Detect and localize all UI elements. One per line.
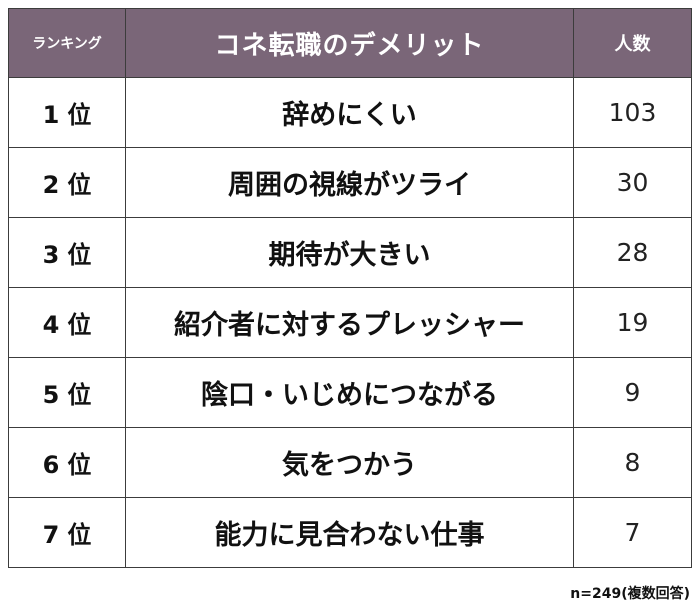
item-cell: 辞めにくい: [125, 77, 574, 148]
rank-number: 4: [42, 311, 60, 339]
count-cell: 28: [573, 217, 692, 288]
header-count: 人数: [573, 8, 692, 78]
rank-suffix: 位: [67, 381, 92, 409]
count-cell: 103: [573, 77, 692, 148]
rank-number: 6: [42, 451, 60, 479]
count-cell: 8: [573, 427, 692, 498]
rank-suffix: 位: [67, 241, 92, 269]
rank-suffix: 位: [67, 101, 92, 129]
rank-suffix: 位: [67, 311, 92, 339]
rank-suffix: 位: [67, 451, 92, 479]
header-row: ランキング コネ転職のデメリット 人数: [8, 8, 692, 78]
rank-number: 3: [42, 241, 60, 269]
item-cell: 紹介者に対するプレッシャー: [125, 287, 574, 358]
count-cell: 30: [573, 147, 692, 218]
count-cell: 19: [573, 287, 692, 358]
table-header: ランキング コネ転職のデメリット 人数: [8, 8, 692, 78]
sample-size-note: n=249(複数回答): [570, 586, 690, 602]
header-rank: ランキング: [8, 8, 126, 78]
rank-number: 7: [42, 521, 60, 549]
item-cell: 期待が大きい: [125, 217, 574, 288]
item-cell: 陰口・いじめにつながる: [125, 357, 574, 428]
rank-suffix: 位: [67, 171, 92, 199]
rank-number: 1: [42, 101, 60, 129]
header-item: コネ転職のデメリット: [125, 8, 574, 78]
item-cell: 気をつかう: [125, 427, 574, 498]
item-cell: 能力に見合わない仕事: [125, 497, 574, 568]
count-cell: 9: [573, 357, 692, 428]
rank-suffix: 位: [67, 521, 92, 549]
item-cell: 周囲の視線がツライ: [125, 147, 574, 218]
rank-number: 5: [42, 381, 60, 409]
rank-number: 2: [42, 171, 60, 199]
count-cell: 7: [573, 497, 692, 568]
